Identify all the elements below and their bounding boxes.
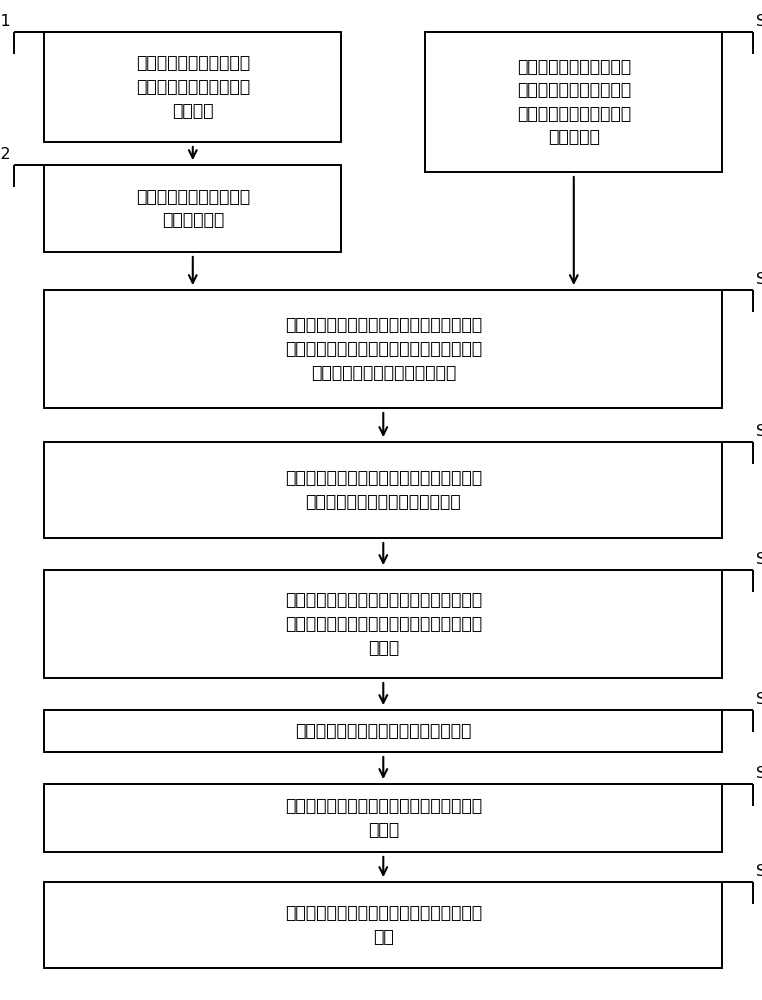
Text: 将氧化石墨烯气凝胶粉碎并超声处理后均匀
分散于酚醛树脂前驱体溶液中，得到氧化石
墨烯气凝胶酚醛树脂前驱体溶液: 将氧化石墨烯气凝胶粉碎并超声处理后均匀 分散于酚醛树脂前驱体溶液中，得到氧化石 … — [285, 316, 482, 382]
Bar — [44, 442, 722, 538]
Text: S103: S103 — [756, 14, 762, 29]
Text: 将间苯二酚、甲醛溶液、
水和碳酸钠以一定比例混
合并反应，制得酚醛树脂
前驱体溶液: 将间苯二酚、甲醛溶液、 水和碳酸钠以一定比例混 合并反应，制得酚醛树脂 前驱体溶… — [517, 58, 631, 146]
Text: 密封并保持第一预定温度持续第一预定时间
，制得氧化石墨烯酚醛树脂湿凝胶: 密封并保持第一预定温度持续第一预定时间 ，制得氧化石墨烯酚醛树脂湿凝胶 — [285, 469, 482, 511]
Text: 氮气保护下热处理，制得石墨烯原位掺杂碳
气凝胶: 氮气保护下热处理，制得石墨烯原位掺杂碳 气凝胶 — [285, 797, 482, 839]
Text: S101: S101 — [0, 14, 11, 29]
Text: 冷冻干燥，制得所述氧化
石墨烯气凝胶: 冷冻干燥，制得所述氧化 石墨烯气凝胶 — [136, 188, 250, 229]
Text: 将氧化石墨烯水溶液进行
水热反应，制得氧化石墨
烯湿凝胶: 将氧化石墨烯水溶液进行 水热反应，制得氧化石墨 烯湿凝胶 — [136, 54, 250, 120]
Bar — [44, 570, 722, 678]
Text: S107: S107 — [756, 692, 762, 707]
Bar — [425, 32, 722, 172]
Text: S104: S104 — [756, 272, 762, 287]
Text: S106: S106 — [756, 552, 762, 567]
Text: S108: S108 — [756, 766, 762, 781]
Bar — [44, 882, 722, 968]
Bar — [44, 710, 722, 752]
Text: 将氧化石墨烯酚醛树脂湿凝胶浸泡于有机溶
剂中，置换出氧化石墨烯酚醛树脂湿凝胶中
的水分: 将氧化石墨烯酚醛树脂湿凝胶浸泡于有机溶 剂中，置换出氧化石墨烯酚醛树脂湿凝胶中 … — [285, 591, 482, 657]
Text: S102: S102 — [0, 147, 11, 162]
Bar — [44, 165, 341, 252]
Bar — [44, 290, 722, 408]
Text: S109: S109 — [756, 864, 762, 879]
Text: S105: S105 — [756, 424, 762, 439]
Text: 进行二氧化碳活化，制得所述碳气凝胶复合
材料: 进行二氧化碳活化，制得所述碳气凝胶复合 材料 — [285, 904, 482, 946]
Bar — [44, 784, 722, 852]
Text: 保持第二预定温度并干燥第二预定时间: 保持第二预定温度并干燥第二预定时间 — [295, 722, 472, 740]
Bar — [44, 32, 341, 142]
